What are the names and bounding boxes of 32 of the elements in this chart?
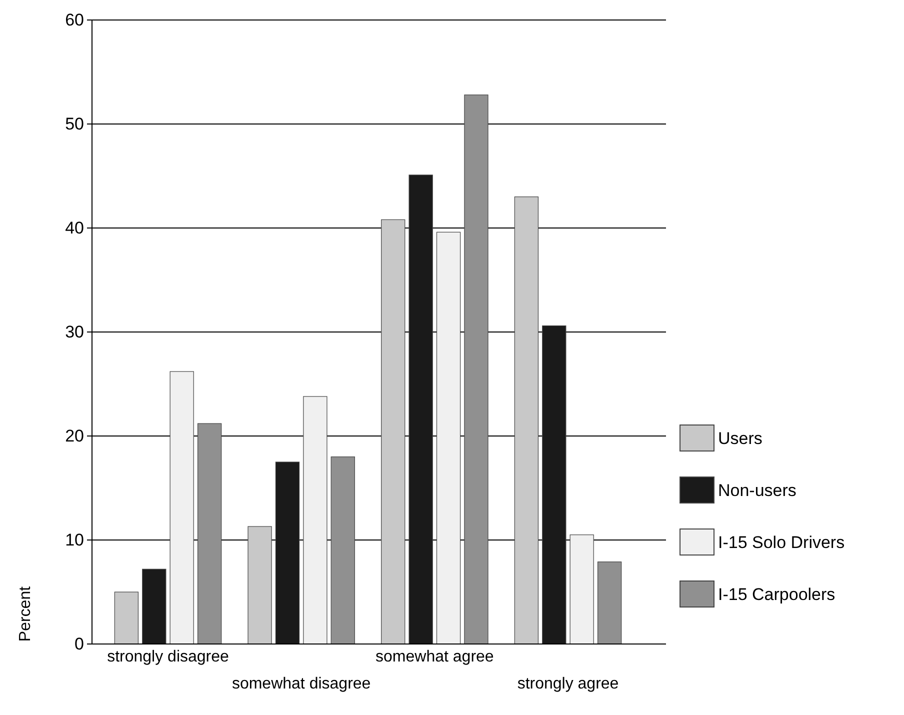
bar (275, 462, 300, 644)
bar (142, 568, 166, 644)
bar (170, 371, 194, 644)
bar (597, 562, 622, 644)
x-tick-label: strongly disagree (107, 648, 230, 666)
bar (381, 219, 406, 644)
y-tick-label: 20 (65, 426, 84, 446)
bar (303, 396, 328, 644)
legend-label: I-15 Carpoolers (718, 585, 836, 604)
legend-label: I-15 Solo Drivers (718, 533, 845, 552)
bar (570, 534, 594, 644)
bar (542, 325, 566, 644)
bar (330, 456, 355, 644)
bar (464, 94, 488, 644)
bar (248, 526, 272, 644)
bar (436, 232, 461, 644)
y-tick-label: 50 (65, 114, 84, 134)
y-tick-label: 10 (65, 530, 84, 550)
legend-label: Non-users (718, 481, 796, 500)
x-tick-label: somewhat agree (376, 648, 494, 666)
y-tick-label: 0 (74, 634, 84, 654)
y-axis-title: Percent (17, 586, 34, 642)
bar (408, 174, 433, 644)
y-tick-label: 30 (65, 322, 84, 342)
x-tick-label: strongly agree (517, 676, 619, 693)
x-tick-label: somewhat disagree (232, 676, 371, 693)
y-tick-label: 40 (65, 218, 84, 238)
legend-label: Users (718, 429, 762, 448)
bar (197, 423, 222, 644)
bar (514, 196, 539, 644)
bar (114, 592, 139, 644)
y-tick-label: 60 (65, 10, 84, 30)
